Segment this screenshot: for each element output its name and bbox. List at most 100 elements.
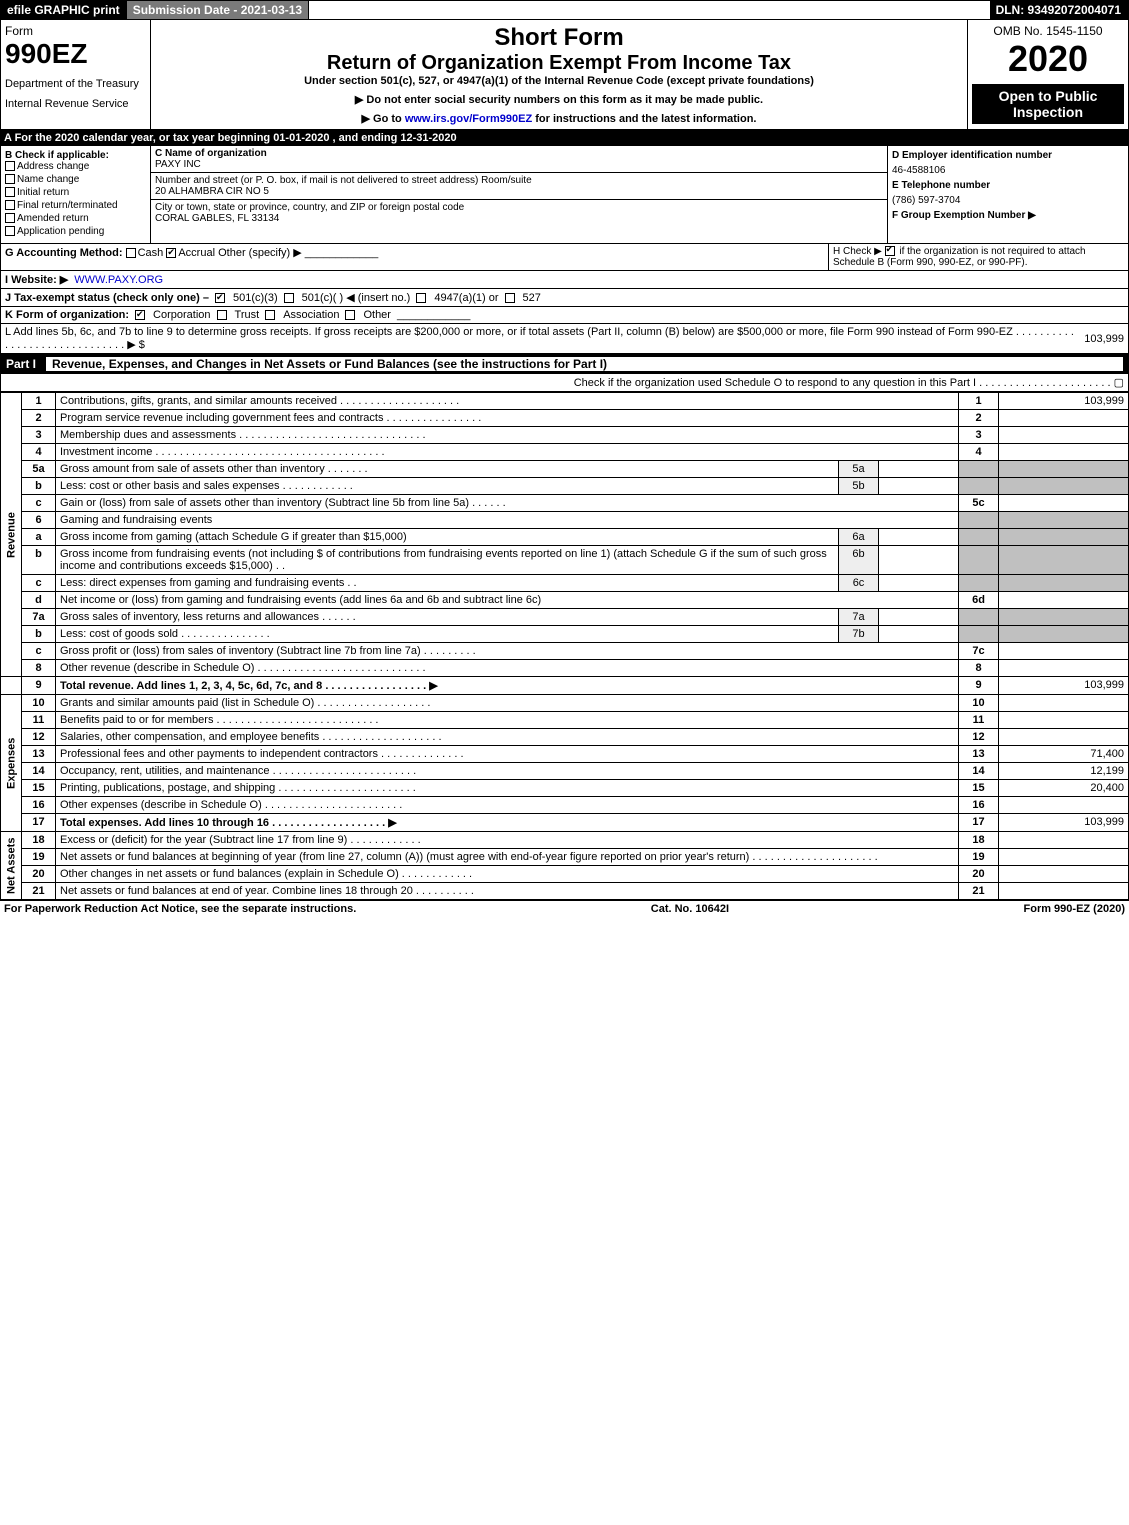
table-row: Net Assets 18Excess or (deficit) for the… bbox=[1, 832, 1129, 849]
top-bar: efile GRAPHIC print Submission Date - 20… bbox=[0, 0, 1129, 20]
val-13: 71,400 bbox=[999, 746, 1129, 763]
cb-final-return[interactable]: Final return/terminated bbox=[5, 200, 146, 211]
cb-schedule-b[interactable] bbox=[885, 246, 895, 256]
table-row: Expenses 10Grants and similar amounts pa… bbox=[1, 695, 1129, 712]
irs-link[interactable]: www.irs.gov/Form990EZ bbox=[405, 113, 532, 125]
header-right: OMB No. 1545-1150 2020 Open to Public In… bbox=[968, 20, 1128, 129]
goto-instructions: ▶ Go to www.irs.gov/Form990EZ for instru… bbox=[155, 112, 963, 125]
cb-other-org[interactable] bbox=[345, 310, 355, 320]
cb-address-change[interactable]: Address change bbox=[5, 161, 146, 172]
val-14: 12,199 bbox=[999, 763, 1129, 780]
table-row: 6Gaming and fundraising events bbox=[1, 512, 1129, 529]
row-j: J Tax-exempt status (check only one) – 5… bbox=[0, 289, 1129, 307]
row-i: I Website: ▶ WWW.PAXY.ORG bbox=[0, 271, 1129, 289]
cb-association[interactable] bbox=[265, 310, 275, 320]
cb-initial-return[interactable]: Initial return bbox=[5, 187, 146, 198]
efile-label[interactable]: efile GRAPHIC print bbox=[1, 1, 127, 19]
city-label: City or town, state or province, country… bbox=[155, 202, 464, 213]
street-address: 20 ALHAMBRA CIR NO 5 bbox=[155, 186, 269, 197]
j-501c3: 501(c)(3) bbox=[233, 292, 278, 304]
expenses-label: Expenses bbox=[1, 695, 22, 832]
cb-application-pending[interactable]: Application pending bbox=[5, 226, 146, 237]
rn-1: 1 bbox=[959, 393, 999, 410]
j-label: J Tax-exempt status (check only one) – bbox=[5, 292, 209, 304]
j-527: 527 bbox=[523, 292, 541, 304]
total-expenses: 103,999 bbox=[999, 814, 1129, 832]
part1-header: Part I Revenue, Expenses, and Changes in… bbox=[0, 354, 1129, 374]
form-word: Form bbox=[5, 24, 146, 38]
submission-date: Submission Date - 2021-03-13 bbox=[127, 1, 309, 19]
table-row: bGross income from fundraising events (n… bbox=[1, 546, 1129, 575]
e-label: E Telephone number bbox=[892, 180, 1124, 191]
section-subtitle: Under section 501(c), 527, or 4947(a)(1)… bbox=[155, 75, 963, 87]
org-name: PAXY INC bbox=[155, 159, 201, 170]
header-middle: Short Form Return of Organization Exempt… bbox=[151, 20, 968, 129]
cb-amended-return[interactable]: Amended return bbox=[5, 213, 146, 224]
k-corp: Corporation bbox=[153, 309, 210, 321]
cb-trust[interactable] bbox=[217, 310, 227, 320]
row-l: L Add lines 5b, 6c, and 7b to line 9 to … bbox=[0, 324, 1129, 354]
table-row: 19Net assets or fund balances at beginni… bbox=[1, 849, 1129, 866]
table-row: 16Other expenses (describe in Schedule O… bbox=[1, 797, 1129, 814]
cb-4947[interactable] bbox=[416, 293, 426, 303]
table-row: cGross profit or (loss) from sales of in… bbox=[1, 643, 1129, 660]
table-row: 15Printing, publications, postage, and s… bbox=[1, 780, 1129, 797]
table-row: aGross income from gaming (attach Schedu… bbox=[1, 529, 1129, 546]
table-row: 5aGross amount from sale of assets other… bbox=[1, 461, 1129, 478]
table-row: Revenue 1Contributions, gifts, grants, a… bbox=[1, 393, 1129, 410]
col-b-title: B Check if applicable: bbox=[5, 150, 146, 161]
cb-527[interactable] bbox=[505, 293, 515, 303]
j-4947: 4947(a)(1) or bbox=[434, 292, 498, 304]
city-state-zip: CORAL GABLES, FL 33134 bbox=[155, 213, 279, 224]
cb-501c3[interactable] bbox=[215, 293, 225, 303]
k-trust: Trust bbox=[235, 309, 260, 321]
table-row: dNet income or (loss) from gaming and fu… bbox=[1, 592, 1129, 609]
col-b-checkboxes: B Check if applicable: Address change Na… bbox=[1, 146, 151, 243]
cb-accrual[interactable] bbox=[166, 248, 176, 258]
other-label: Other (specify) ▶ bbox=[218, 247, 302, 259]
goto-pre: ▶ Go to bbox=[362, 113, 405, 125]
h-pre: H Check ▶ bbox=[833, 246, 885, 257]
row-g: G Accounting Method: Cash Accrual Other … bbox=[1, 244, 828, 270]
table-row: 12Salaries, other compensation, and empl… bbox=[1, 729, 1129, 746]
table-row: bLess: cost or other basis and sales exp… bbox=[1, 478, 1129, 495]
city-cell: City or town, state or province, country… bbox=[151, 200, 887, 226]
dept-treasury: Department of the Treasury bbox=[5, 78, 146, 90]
table-row: 13Professional fees and other payments t… bbox=[1, 746, 1129, 763]
table-row: 11Benefits paid to or for members . . . … bbox=[1, 712, 1129, 729]
website-link[interactable]: WWW.PAXY.ORG bbox=[74, 274, 163, 286]
header-left: Form 990EZ Department of the Treasury In… bbox=[1, 20, 151, 129]
k-assoc: Association bbox=[283, 309, 339, 321]
k-other: Other bbox=[363, 309, 391, 321]
k-label: K Form of organization: bbox=[5, 309, 129, 321]
accrual-label: Accrual bbox=[178, 247, 215, 259]
col-d-ids: D Employer identification number 46-4588… bbox=[888, 146, 1128, 243]
table-row: 20Other changes in net assets or fund ba… bbox=[1, 866, 1129, 883]
col-c-org-info: C Name of organization PAXY INC Number a… bbox=[151, 146, 888, 243]
table-row: cGain or (loss) from sale of assets othe… bbox=[1, 495, 1129, 512]
cb-corporation[interactable] bbox=[135, 310, 145, 320]
table-row: 17Total expenses. Add lines 10 through 1… bbox=[1, 814, 1129, 832]
addr-cell: Number and street (or P. O. box, if mail… bbox=[151, 173, 887, 200]
omb-number: OMB No. 1545-1150 bbox=[972, 24, 1124, 38]
org-name-cell: C Name of organization PAXY INC bbox=[151, 146, 887, 173]
form-number: 990EZ bbox=[5, 38, 146, 70]
info-grid: B Check if applicable: Address change Na… bbox=[0, 146, 1129, 244]
desc-1: Contributions, gifts, grants, and simila… bbox=[56, 393, 959, 410]
table-row: bLess: cost of goods sold . . . . . . . … bbox=[1, 626, 1129, 643]
f-label: F Group Exemption Number ▶ bbox=[892, 210, 1124, 221]
d-label: D Employer identification number bbox=[892, 150, 1124, 161]
cb-name-change[interactable]: Name change bbox=[5, 174, 146, 185]
i-label: I Website: ▶ bbox=[5, 273, 68, 286]
part1-check: Check if the organization used Schedule … bbox=[0, 374, 1129, 392]
table-row: 21Net assets or fund balances at end of … bbox=[1, 883, 1129, 900]
row-a-tax-year: A For the 2020 calendar year, or tax yea… bbox=[0, 130, 1129, 146]
total-revenue: 103,999 bbox=[999, 677, 1129, 695]
cb-cash[interactable] bbox=[126, 248, 136, 258]
j-501c: 501(c)( ) ◀ (insert no.) bbox=[302, 291, 411, 304]
dept-irs: Internal Revenue Service bbox=[5, 98, 146, 110]
form-header: Form 990EZ Department of the Treasury In… bbox=[0, 20, 1129, 130]
cb-501c[interactable] bbox=[284, 293, 294, 303]
row-h: H Check ▶ if the organization is not req… bbox=[828, 244, 1128, 270]
goto-post: for instructions and the latest informat… bbox=[535, 113, 756, 125]
